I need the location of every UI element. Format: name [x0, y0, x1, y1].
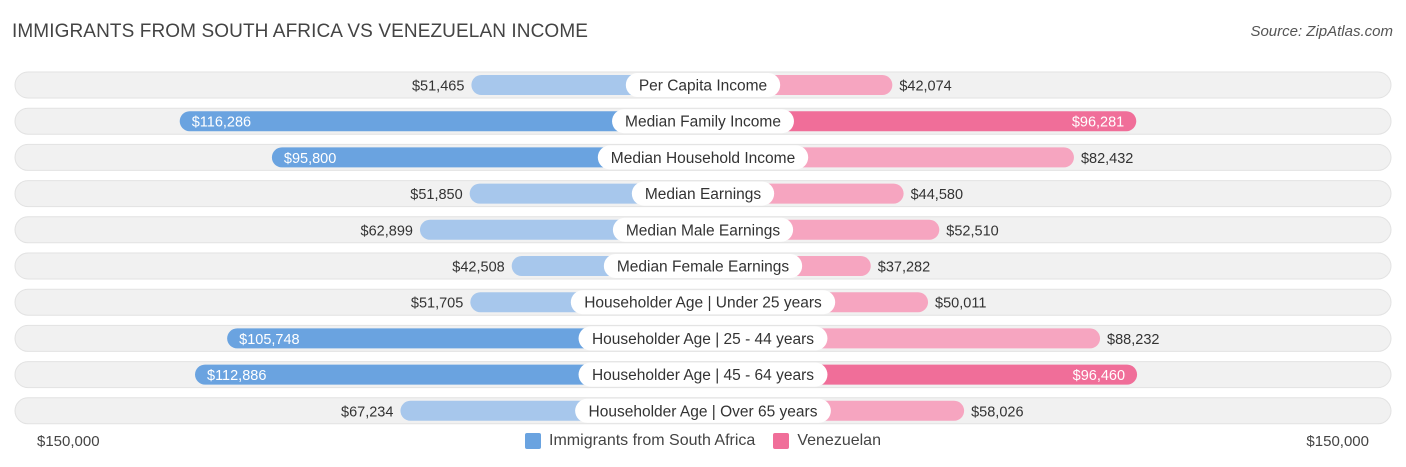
category-label: Householder Age | Over 65 years [589, 403, 818, 420]
source-note: Source: ZipAtlas.com [1250, 23, 1393, 40]
axis-left-label: $150,000 [37, 433, 100, 450]
category-pill [570, 290, 836, 315]
category-pill [625, 73, 781, 97]
category-pill [578, 362, 828, 387]
category-label: Per Capita Income [639, 78, 767, 95]
category-label: Median Male Earnings [626, 222, 780, 239]
category-label: Median Female Earnings [617, 259, 790, 276]
legend-item-venezuelan: Venezuelan [773, 432, 881, 450]
value-label-south-africa: $62,899 [361, 223, 413, 239]
chart-svg: $51,465 $42,074 Per Capita Income $116,286 $… [14, 71, 1392, 425]
bar-venezuelan [703, 111, 1137, 132]
category-pill [578, 326, 828, 351]
value-label-venezuelan: $96,281 [1072, 115, 1124, 131]
value-label-venezuelan: $82,432 [1081, 151, 1133, 167]
category-pill [612, 217, 794, 242]
bar-south-africa [271, 147, 703, 168]
category-label: Householder Age | 45 - 64 years [592, 367, 814, 384]
legend-label-south-africa: Immigrants from South Africa [549, 432, 756, 449]
value-label-south-africa: $42,508 [452, 260, 504, 276]
axis-right-label: $150,000 [1306, 433, 1369, 450]
legend-item-south-africa: Immigrants from South Africa [525, 432, 755, 450]
value-label-south-africa: $51,850 [410, 187, 462, 203]
category-pill [603, 254, 803, 278]
value-label-venezuelan: $96,460 [1073, 368, 1125, 384]
value-label-venezuelan: $58,026 [971, 404, 1023, 420]
value-label-south-africa: $105,748 [239, 332, 299, 348]
legend-swatch-venezuelan [773, 433, 790, 449]
value-label-venezuelan: $52,510 [946, 223, 998, 239]
legend-label-venezuelan: Venezuelan [797, 432, 881, 449]
bar-south-africa [195, 364, 703, 385]
category-label: Median Family Income [625, 114, 781, 131]
value-label-south-africa: $51,705 [411, 296, 463, 312]
bar-south-africa [179, 111, 703, 132]
value-label-venezuelan: $42,074 [899, 79, 951, 95]
category-pill [612, 109, 794, 134]
value-label-south-africa: $95,800 [284, 151, 336, 167]
category-pill [631, 181, 775, 206]
value-label-venezuelan: $50,011 [935, 296, 986, 312]
value-label-south-africa: $116,286 [192, 115, 251, 131]
category-pill [597, 145, 809, 170]
value-label-south-africa: $67,234 [341, 404, 393, 420]
category-pill [575, 398, 831, 423]
category-label: Median Household Income [611, 150, 795, 167]
category-label: Householder Age | 25 - 44 years [592, 331, 814, 348]
value-label-venezuelan: $44,580 [911, 187, 963, 203]
chart-rows: $51,465 $42,074 Per Capita Income $116,286 $… [14, 71, 1392, 425]
legend: Immigrants from South Africa Venezuelan [0, 432, 1406, 450]
legend-swatch-south-africa [525, 433, 542, 449]
value-label-venezuelan: $37,282 [878, 260, 930, 276]
value-label-venezuelan: $88,232 [1107, 332, 1159, 348]
category-label: Median Earnings [645, 186, 762, 203]
chart-title: IMMIGRANTS FROM SOUTH AFRICA VS VENEZUEL… [12, 21, 589, 42]
category-label: Householder Age | Under 25 years [584, 295, 822, 312]
value-label-south-africa: $112,886 [207, 368, 266, 384]
value-label-south-africa: $51,465 [412, 79, 464, 95]
